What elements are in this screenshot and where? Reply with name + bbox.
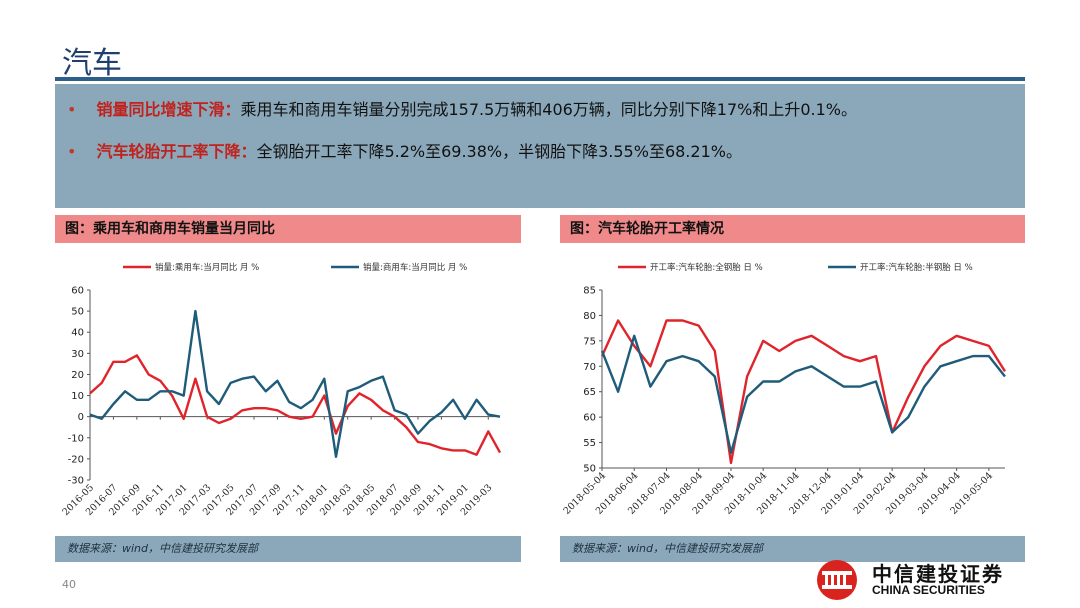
legend-label: 开工率:汽车轮胎:半钢胎 日 % — [860, 262, 973, 273]
right-source-note: 数据来源：wind，中信建投研究发展部 — [560, 536, 1025, 562]
y-tick-label: 0 — [78, 412, 84, 423]
y-tick-label: 55 — [583, 438, 596, 449]
legend-label: 开工率:汽车轮胎:全钢胎 日 % — [650, 262, 763, 273]
right-chart-heading: 图：汽车轮胎开工率情况 — [560, 215, 1025, 243]
sales-yoy-chart: 销量:乘用车:当月同比 月 % 销量:商用车:当月同比 月 % -30 -20 -10 0… — [60, 262, 502, 518]
y-tick-label: 75 — [583, 336, 596, 347]
y-tick-label: 60 — [71, 286, 84, 297]
y-tick-label: 20 — [71, 370, 84, 381]
y-tick-label: 50 — [71, 307, 84, 318]
y-tick-label: 85 — [583, 286, 596, 297]
summary-bullet-1: • 销量同比增速下滑：乘用车和商用车销量分别完成157.5万辆和406万辆，同比分… — [67, 96, 857, 120]
y-tick-label: -20 — [68, 454, 84, 465]
y-tick-label: 60 — [583, 413, 596, 424]
summary-box: • 销量同比增速下滑：乘用车和商用车销量分别完成157.5万辆和406万辆，同比分… — [55, 84, 1025, 208]
logo-chinese-name: 中信建投证券 — [872, 562, 1004, 586]
bullet-icon: • — [67, 142, 77, 161]
page-number: 40 — [62, 578, 76, 591]
tyre-utilization-chart: 开工率:汽车轮胎:全钢胎 日 % 开工率:汽车轮胎:半钢胎 日 % 50 55 60 65… — [562, 262, 1007, 517]
legend-label: 销量:商用车:当月同比 月 % — [363, 262, 467, 273]
series-line — [89, 354, 502, 456]
legend-label: 销量:乘用车:当月同比 月 % — [155, 262, 259, 273]
y-tick-label: 80 — [583, 311, 596, 322]
bullet-icon: • — [67, 100, 77, 119]
y-tick-label: -30 — [68, 476, 84, 487]
page-title: 汽车 — [62, 46, 122, 81]
y-tick-label: 50 — [583, 464, 596, 475]
bullet-key: 销量同比增速下滑： — [96, 100, 241, 119]
left-source-note: 数据来源：wind，中信建投研究发展部 — [55, 536, 521, 562]
left-chart-heading: 图：乘用车和商用车销量当月同比 — [55, 215, 521, 243]
summary-bullet-2: • 汽车轮胎开工率下降：全钢胎开工率下降5.2%至69.38%，半钢胎下降3.55… — [67, 138, 742, 162]
y-tick-label: 10 — [71, 391, 84, 402]
bullet-text: 全钢胎开工率下降5.2%至69.38%，半钢胎下降3.55%至68.21%。 — [256, 142, 742, 161]
company-logo: 中信建投证券 CHINA SECURITIES — [810, 556, 1040, 604]
y-tick-label: 65 — [583, 387, 596, 398]
bullet-key: 汽车轮胎开工率下降： — [96, 142, 257, 161]
y-tick-label: 30 — [71, 349, 84, 360]
bullet-text: 乘用车和商用车销量分别完成157.5万辆和406万辆，同比分别下降17%和上升0… — [240, 100, 858, 119]
citic-logo-icon — [817, 560, 857, 600]
y-tick-label: -10 — [68, 433, 84, 444]
y-tick-label: 40 — [71, 328, 84, 339]
y-tick-label: 70 — [583, 362, 596, 373]
title-underline — [55, 77, 1025, 81]
series-line — [600, 334, 1006, 454]
logo-english-name: CHINA SECURITIES — [872, 583, 985, 597]
series-line — [600, 319, 1007, 465]
series-line — [89, 309, 501, 459]
